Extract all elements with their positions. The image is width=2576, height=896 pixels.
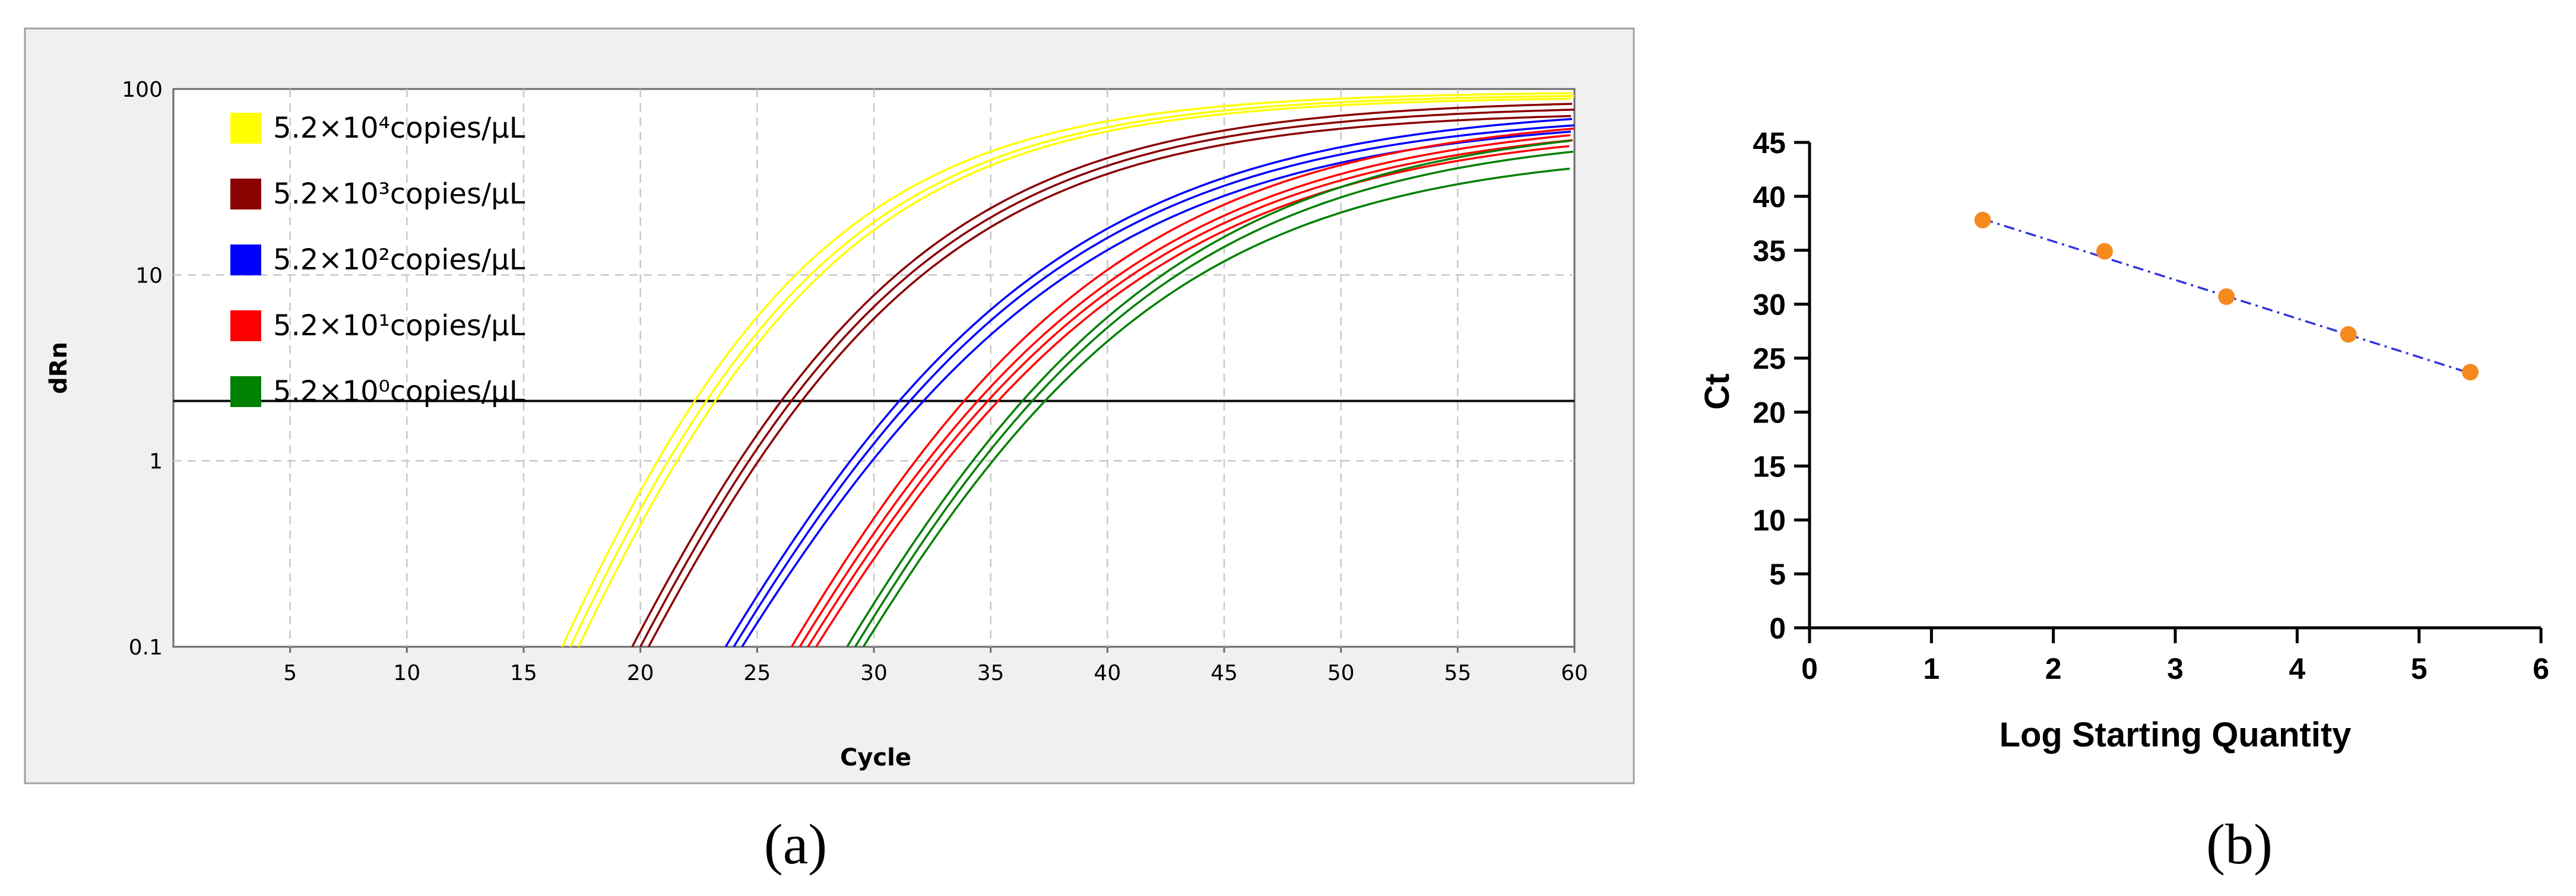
x-tick-label: 5 bbox=[283, 661, 297, 685]
amplification-curve bbox=[631, 103, 1573, 647]
x-tick-label: 50 bbox=[1327, 661, 1355, 685]
x-tick-label: 5 bbox=[2411, 652, 2428, 685]
amplification-curve bbox=[724, 117, 1573, 647]
y-tick-label: 15 bbox=[1753, 450, 1786, 483]
amplification-y-ticks: 0.1 1 10 100 bbox=[122, 78, 163, 660]
x-tick-label: 3 bbox=[2167, 652, 2184, 685]
amplification-curve bbox=[561, 92, 1573, 647]
panel-label-a: (a) bbox=[764, 812, 828, 876]
data-point bbox=[2461, 364, 2479, 381]
amplification-curve bbox=[569, 95, 1575, 647]
y-tick-label: 30 bbox=[1753, 288, 1786, 322]
legend-label: 5.2×10⁰copies/μL bbox=[273, 375, 525, 408]
standard-curve-axes bbox=[1808, 142, 2541, 630]
data-point bbox=[2096, 243, 2113, 260]
legend-label: 5.2×10³copies/μL bbox=[273, 177, 525, 211]
y-tick-label: 1 bbox=[149, 450, 163, 474]
amplification-curves bbox=[561, 92, 1575, 647]
legend-label: 5.2×10²copies/μL bbox=[273, 243, 525, 277]
y-tick-label: 0.1 bbox=[129, 636, 163, 660]
x-tick-label: 4 bbox=[2289, 652, 2305, 685]
amplification-x-ticks: 5 10 15 20 25 30 35 40 45 50 55 60 bbox=[283, 647, 1588, 685]
amplification-curve bbox=[799, 134, 1571, 647]
series-2-curves bbox=[631, 103, 1575, 647]
x-tick-label: 15 bbox=[510, 661, 537, 685]
amplification-legend: 5.2×10⁴copies/μL 5.2×10³copies/μL 5.2×10²c… bbox=[230, 112, 525, 408]
amplification-curve bbox=[577, 97, 1571, 647]
amplification-chart: 5 10 15 20 25 30 35 40 45 50 55 60 0.1 1 10 100 5.2×10… bbox=[24, 27, 1635, 784]
amplification-curve bbox=[733, 124, 1575, 647]
y-tick-label: 35 bbox=[1753, 234, 1786, 268]
x-tick-label: 60 bbox=[1561, 661, 1588, 685]
standard-curve-x-ticks: 0 1 2 3 4 5 6 bbox=[1801, 628, 2549, 685]
amplification-y-axis-title: dRn bbox=[45, 342, 72, 394]
x-tick-label: 35 bbox=[977, 661, 1005, 685]
legend-label: 5.2×10⁴copies/μL bbox=[273, 112, 525, 145]
y-tick-label: 10 bbox=[1753, 504, 1786, 537]
x-tick-label: 1 bbox=[1923, 652, 1940, 685]
x-tick-label: 0 bbox=[1801, 652, 1818, 685]
y-tick-label: 100 bbox=[122, 78, 163, 102]
series-5-curves bbox=[846, 139, 1574, 647]
amplification-curve bbox=[790, 127, 1574, 647]
y-tick-label: 40 bbox=[1753, 180, 1786, 214]
y-tick-label: 5 bbox=[1769, 558, 1786, 591]
x-tick-label: 10 bbox=[393, 661, 420, 685]
amplification-curve bbox=[846, 139, 1571, 647]
panel-label-b: (b) bbox=[2206, 812, 2273, 876]
standard-curve-y-axis-title: Ct bbox=[1698, 373, 1737, 409]
y-tick-label: 20 bbox=[1753, 396, 1786, 429]
legend-swatch bbox=[230, 179, 261, 209]
x-tick-label: 40 bbox=[1094, 661, 1121, 685]
x-tick-label: 2 bbox=[2045, 652, 2062, 685]
x-tick-label: 30 bbox=[860, 661, 888, 685]
amplification-curve bbox=[639, 109, 1575, 647]
x-tick-label: 20 bbox=[627, 661, 654, 685]
x-tick-label: 45 bbox=[1211, 661, 1238, 685]
series-4-curves bbox=[790, 127, 1574, 647]
amplification-curve bbox=[807, 139, 1573, 647]
y-tick-label: 0 bbox=[1769, 612, 1786, 645]
y-tick-label: 10 bbox=[135, 263, 163, 288]
standard-curve-y-ticks: 0 5 10 15 20 25 30 35 40 45 bbox=[1753, 126, 1810, 645]
y-tick-label: 45 bbox=[1753, 126, 1786, 160]
legend-swatch bbox=[230, 244, 261, 275]
standard-curve-x-axis-title: Log Starting Quantity bbox=[2000, 716, 2352, 754]
x-tick-label: 25 bbox=[743, 661, 771, 685]
data-point bbox=[1974, 211, 1991, 228]
data-point bbox=[2340, 326, 2357, 343]
amplification-curve bbox=[862, 167, 1570, 647]
legend-swatch bbox=[230, 113, 261, 144]
y-tick-label: 25 bbox=[1753, 342, 1786, 376]
amplification-x-axis-title: Cycle bbox=[840, 744, 911, 771]
standard-curve-points bbox=[1974, 211, 2479, 381]
legend-swatch bbox=[230, 310, 261, 341]
legend-swatch bbox=[230, 376, 261, 407]
data-point bbox=[2218, 288, 2235, 305]
legend-label: 5.2×10¹copies/μL bbox=[273, 309, 525, 342]
series-1-curves bbox=[561, 92, 1575, 647]
x-tick-label: 6 bbox=[2533, 652, 2549, 685]
amplification-curve bbox=[647, 115, 1571, 647]
amplification-grid bbox=[173, 89, 1574, 647]
x-tick-label: 55 bbox=[1444, 661, 1471, 685]
amplification-curve bbox=[815, 145, 1570, 647]
amplification-curve bbox=[854, 150, 1574, 647]
